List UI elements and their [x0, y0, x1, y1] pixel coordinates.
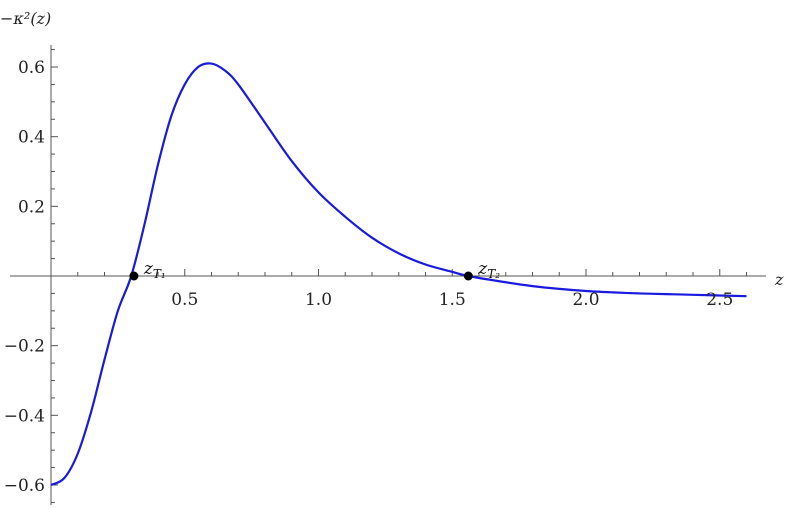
y-axis-label: −κ²(z) [0, 9, 51, 28]
x-tick-label: 0.5 [171, 290, 198, 310]
y-tick-label: −0.6 [4, 476, 45, 496]
x-tick-label: 2.5 [706, 290, 733, 310]
x-tick-label: 2.0 [572, 290, 599, 310]
turning-point-marker [463, 271, 473, 281]
ticks [51, 49, 747, 503]
x-axis-label: z [774, 270, 784, 289]
turning-point-label-subscript: T₂ [487, 267, 500, 281]
turning-point-label-subscript: T₁ [153, 267, 166, 281]
turning-point-label: zT₁ [143, 259, 166, 281]
turning-point-label: zT₂ [477, 259, 500, 281]
y-tick-label: 0.2 [18, 197, 45, 217]
series-layer [50, 62, 747, 486]
y-tick-label: −0.2 [4, 337, 45, 357]
turning-point-marker [129, 271, 139, 281]
y-tick-label: 0.4 [18, 128, 45, 148]
y-tick-label: 0.6 [18, 58, 45, 78]
x-tick-label: 1.0 [305, 290, 332, 310]
turning-point-label-main: z [143, 259, 154, 279]
axes [10, 45, 766, 505]
x-tick-label: 1.5 [439, 290, 466, 310]
labels-layer: 0.5 1.0 1.5 2.0 2.5 0.6 0.4 0.2 −0.2 −0.4 −0.6 z −κ²… [0, 9, 784, 496]
series-line [50, 62, 747, 486]
turning-point-label-main: z [477, 259, 488, 279]
points-layer [129, 271, 473, 281]
y-tick-label: −0.4 [4, 406, 45, 426]
